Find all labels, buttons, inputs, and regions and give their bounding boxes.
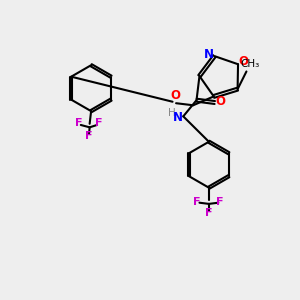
Text: F: F: [75, 118, 82, 128]
Text: F: F: [194, 196, 201, 206]
Text: O: O: [216, 95, 226, 108]
Text: F: F: [85, 130, 92, 141]
Text: CH₃: CH₃: [240, 59, 260, 69]
Text: N: N: [204, 48, 214, 61]
Text: O: O: [238, 56, 248, 68]
Text: O: O: [170, 89, 180, 102]
Text: F: F: [205, 208, 212, 218]
Text: N: N: [173, 111, 183, 124]
Text: H: H: [168, 108, 176, 118]
Text: F: F: [216, 196, 224, 206]
Text: F: F: [95, 118, 102, 128]
